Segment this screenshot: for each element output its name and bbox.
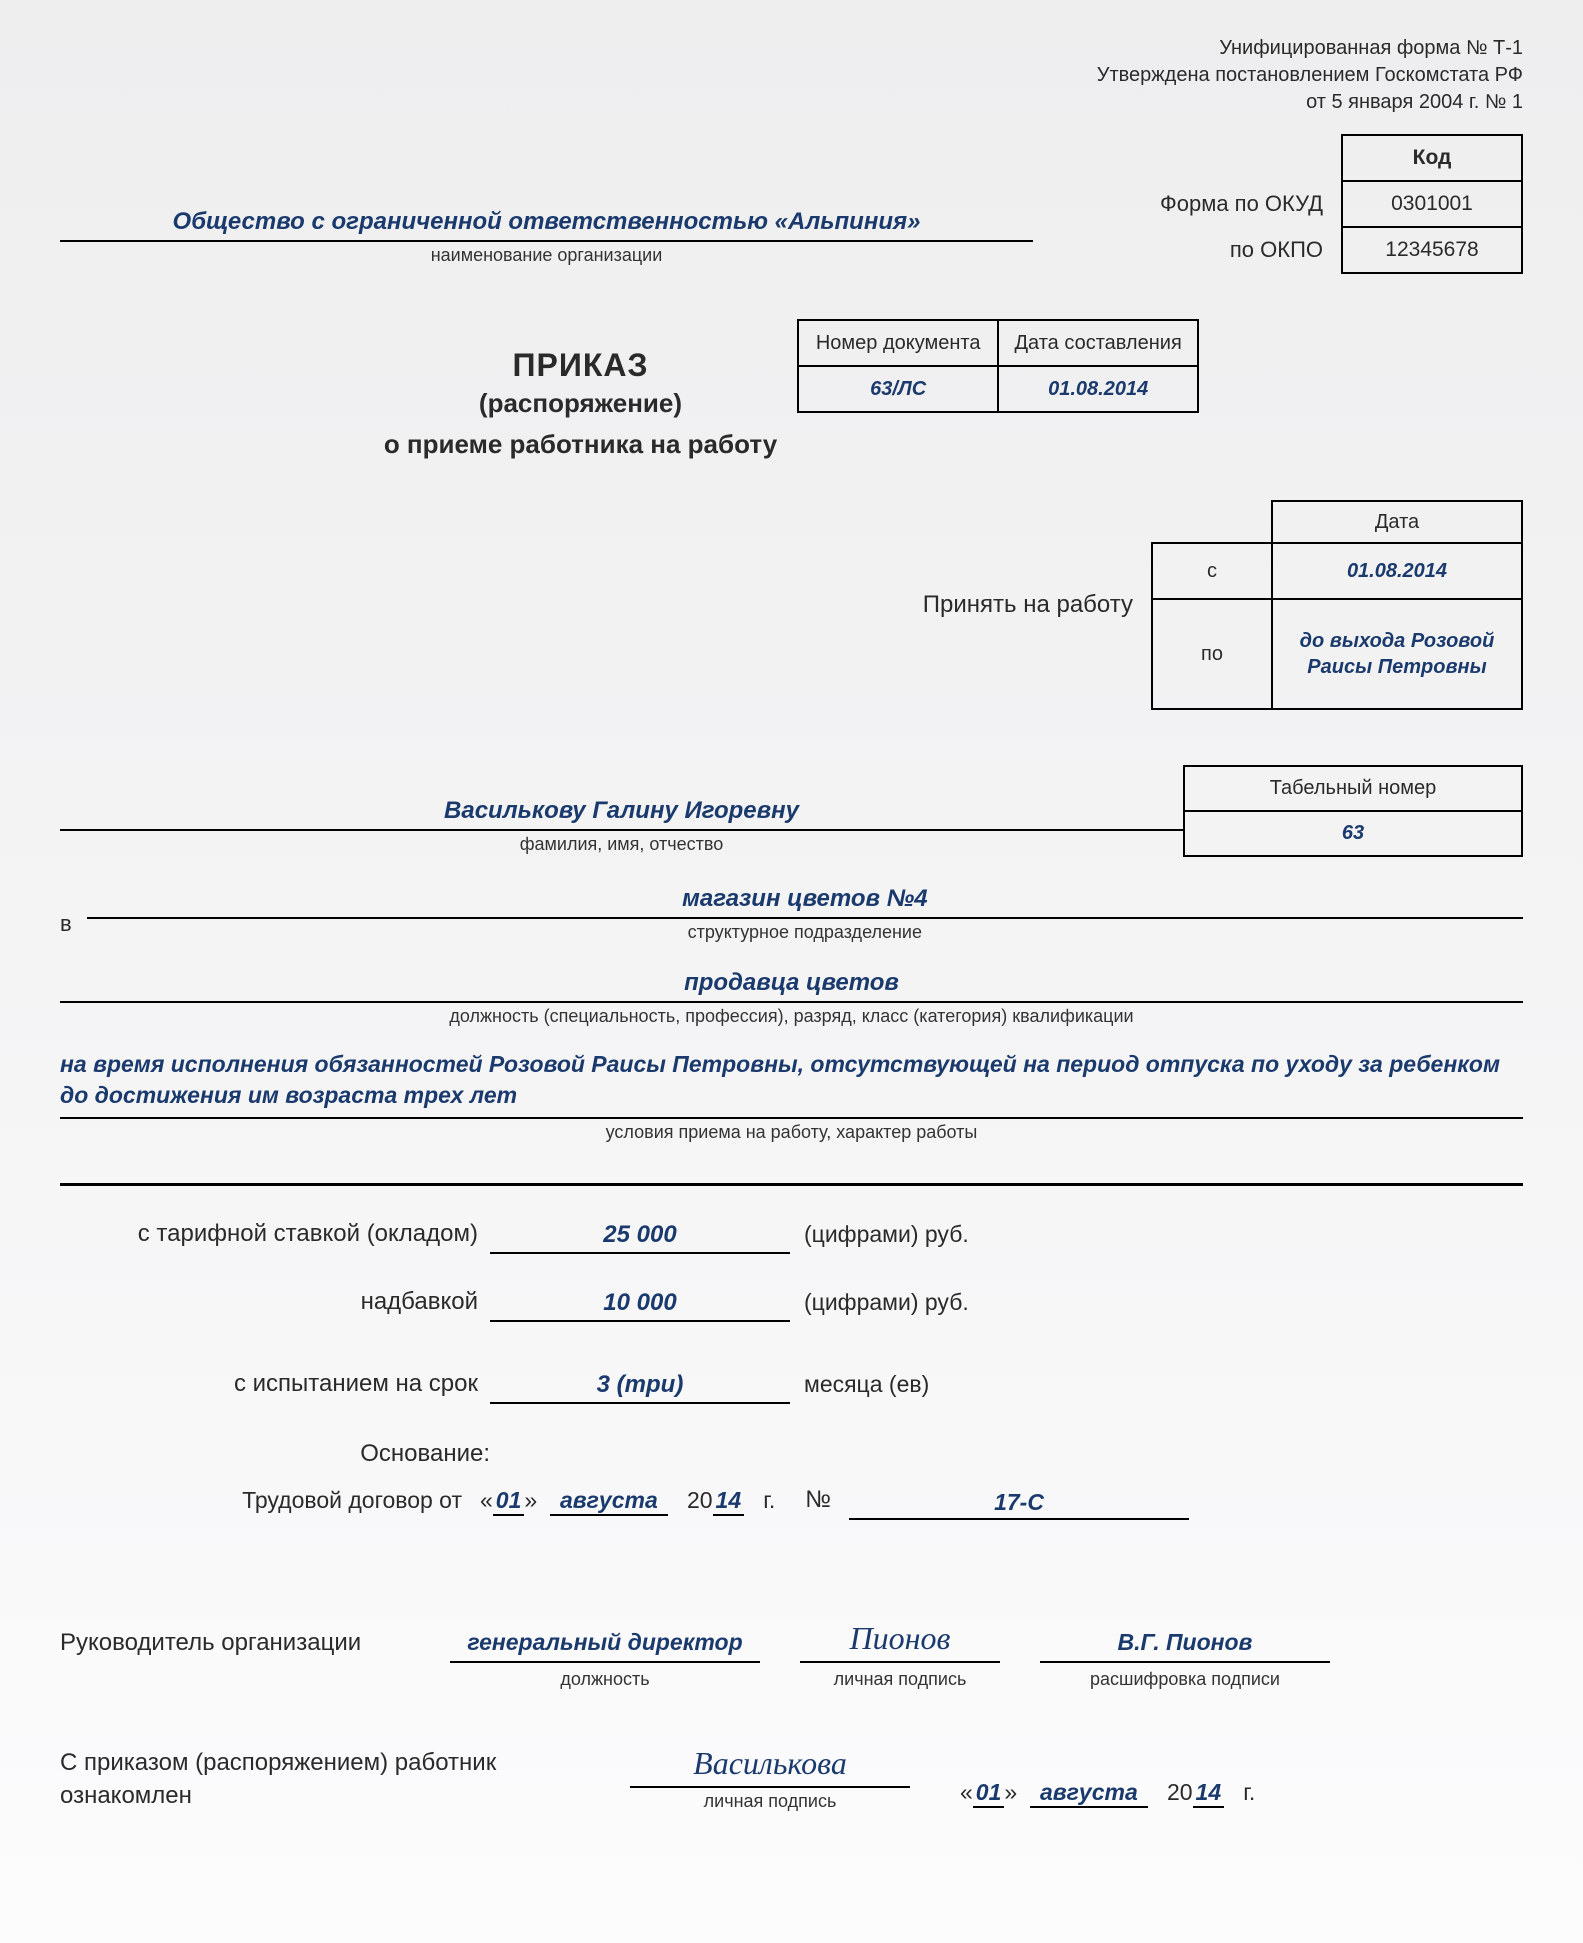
- department-field: магазин цветов №4: [87, 885, 1523, 919]
- ack-year-prefix: 20: [1167, 1779, 1193, 1805]
- manager-name: В.Г. Пионов: [1040, 1629, 1330, 1663]
- contract-year: 14: [713, 1487, 745, 1516]
- manager-name-sub: расшифровка подписи: [1040, 1669, 1330, 1690]
- contract-year-suffix: г.: [763, 1487, 775, 1513]
- okud-label: Форма по ОКУД: [1142, 181, 1342, 227]
- accept-date-table: Дата с 01.08.2014 по до выхода Розовой Р…: [1151, 500, 1523, 710]
- contract-day: 01: [493, 1487, 525, 1516]
- manager-position: генеральный директор: [450, 1629, 760, 1663]
- organization-block: Общество с ограниченной ответственностью…: [60, 208, 1033, 266]
- organization-sublabel: наименование организации: [60, 245, 1033, 266]
- manager-signature: Пионов: [800, 1620, 1000, 1663]
- header-line-1: Унифицированная форма № Т-1: [60, 35, 1523, 62]
- doc-number-table: Номер документа Дата составления 63/ЛС 0…: [797, 319, 1199, 413]
- title-rasporyazhenie: (распоряжение): [384, 388, 777, 419]
- doc-number: 63/ЛС: [798, 366, 998, 412]
- salary-rate-label: с тарифной ставкой (окладом): [60, 1220, 490, 1254]
- title-block: ПРИКАЗ (распоряжение) о приеме работника…: [384, 319, 777, 460]
- accept-from-date: 01.08.2014: [1272, 543, 1522, 599]
- tab-num-header: Табельный номер: [1184, 766, 1522, 811]
- trial-suffix: месяца (ев): [790, 1371, 929, 1404]
- contract-num-sign: №: [775, 1486, 839, 1520]
- accept-to-text: до выхода Розовой Раисы Петровны: [1272, 599, 1522, 709]
- tab-number-table: Табельный номер 63: [1183, 765, 1523, 857]
- salary-rate-value: 25 000: [490, 1221, 790, 1254]
- contract-number: 17-С: [849, 1489, 1189, 1520]
- accept-from-label: с: [1152, 543, 1272, 599]
- code-table: Код Форма по ОКУД 0301001 по ОКПО 123456…: [1142, 134, 1523, 274]
- ack-day: 01: [973, 1779, 1005, 1808]
- manager-signature-sub: личная подпись: [800, 1669, 1000, 1690]
- trial-value: 3 (три): [490, 1371, 790, 1404]
- department-sublabel: структурное подразделение: [87, 922, 1523, 943]
- acknowledge-signature: Василькова: [630, 1745, 910, 1788]
- manager-position-sub: должность: [450, 1669, 760, 1690]
- employee-fio-sublabel: фамилия, имя, отчество: [60, 834, 1183, 855]
- salary-bonus-label: надбавкой: [60, 1288, 490, 1322]
- tab-num-value: 63: [1184, 811, 1522, 856]
- conditions-text: на время исполнения обязанностей Розовой…: [60, 1049, 1523, 1111]
- acknowledge-date: «01» августа 2014 г.: [960, 1779, 1255, 1812]
- contract-date: «01» августа 2014 г.: [480, 1487, 775, 1520]
- form-header-info: Унифицированная форма № Т-1 Утверждена п…: [60, 35, 1523, 116]
- contract-label: Трудовой договор от: [60, 1487, 480, 1520]
- organization-name: Общество с ограниченной ответственностью…: [60, 208, 1033, 242]
- doc-date-header: Дата составления: [998, 320, 1198, 366]
- salary-bonus-suffix: (цифрами) руб.: [790, 1289, 969, 1322]
- code-header: Код: [1342, 135, 1522, 181]
- doc-date: 01.08.2014: [998, 366, 1198, 412]
- okud-value: 0301001: [1342, 181, 1522, 227]
- salary-rate-suffix: (цифрами) руб.: [790, 1221, 969, 1254]
- contract-month: августа: [550, 1487, 668, 1516]
- acknowledge-label: С приказом (распоряжением) работник озна…: [60, 1747, 610, 1812]
- header-line-3: от 5 января 2004 г. № 1: [60, 89, 1523, 116]
- conditions-sublabel: условия приема на работу, характер работ…: [60, 1122, 1523, 1143]
- ack-month: августа: [1030, 1779, 1148, 1808]
- header-line-2: Утверждена постановлением Госкомстата РФ: [60, 62, 1523, 89]
- contract-year-prefix: 20: [687, 1487, 713, 1513]
- title-prikaz: ПРИКАЗ: [384, 347, 777, 384]
- basis-label: Основание:: [60, 1440, 490, 1468]
- position-sublabel: должность (специальность, профессия), ра…: [60, 1006, 1523, 1027]
- okpo-label: по ОКПО: [1142, 227, 1342, 273]
- ack-year-suffix: г.: [1243, 1779, 1255, 1805]
- ack-year: 14: [1193, 1779, 1225, 1808]
- manager-label: Руководитель организации: [60, 1629, 450, 1663]
- accept-date-header: Дата: [1272, 501, 1522, 543]
- accept-to-label: по: [1152, 599, 1272, 709]
- position-field: продавца цветов: [60, 969, 1523, 1003]
- title-about: о приеме работника на работу: [384, 429, 777, 460]
- employee-fio: Василькову Галину Игоревну: [60, 797, 1183, 831]
- in-prefix: в: [60, 911, 72, 943]
- accept-label: Принять на работу: [923, 591, 1133, 619]
- doc-num-header: Номер документа: [798, 320, 998, 366]
- divider-line: [60, 1183, 1523, 1186]
- document-page: Унифицированная форма № Т-1 Утверждена п…: [0, 0, 1583, 1943]
- salary-bonus-value: 10 000: [490, 1289, 790, 1322]
- trial-label: с испытанием на срок: [60, 1370, 490, 1404]
- acknowledge-signature-sub: личная подпись: [630, 1791, 910, 1812]
- okpo-value: 12345678: [1342, 227, 1522, 273]
